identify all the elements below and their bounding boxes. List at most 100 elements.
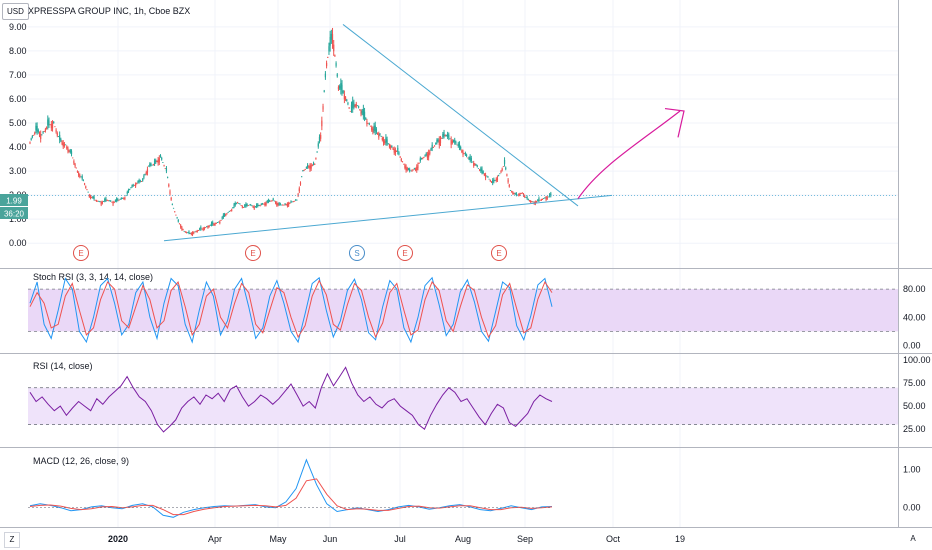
candle-body xyxy=(489,180,491,182)
candle-body xyxy=(167,177,169,178)
candle-body xyxy=(331,34,334,43)
candle-body xyxy=(158,158,160,163)
candle-body xyxy=(170,197,172,200)
candle-body xyxy=(444,135,446,136)
candle-body xyxy=(392,147,394,150)
candle-body xyxy=(403,163,405,165)
candle-body xyxy=(429,151,431,154)
pane-y-tick-label: 0.00 xyxy=(903,503,921,513)
event-marker-earnings[interactable] xyxy=(397,245,413,261)
candle-body xyxy=(464,152,466,155)
candle-body xyxy=(152,164,154,166)
candle-body xyxy=(231,209,233,211)
pane-y-tick-label: 80.00 xyxy=(903,284,926,294)
candle-body xyxy=(545,197,547,200)
price-series xyxy=(28,27,898,237)
candle-body xyxy=(247,205,249,207)
candle-body xyxy=(186,232,188,233)
timezone-button[interactable]: Z xyxy=(4,532,20,548)
candle-body xyxy=(315,158,317,160)
candle-body xyxy=(362,109,364,116)
candle-body xyxy=(208,225,210,227)
candle-body xyxy=(407,168,410,170)
candle-body xyxy=(172,207,175,209)
candle-body xyxy=(55,129,57,132)
candle-body xyxy=(126,191,128,194)
candle-body xyxy=(136,183,138,184)
candle-body xyxy=(41,134,43,136)
event-marker-earnings[interactable] xyxy=(245,245,261,261)
candle-body xyxy=(430,148,432,150)
candle-body xyxy=(187,232,189,234)
event-marker-earnings[interactable] xyxy=(491,245,507,261)
candle-body xyxy=(87,191,89,193)
candle-body xyxy=(465,154,468,157)
candle-body xyxy=(180,225,182,228)
candle-body xyxy=(349,110,351,112)
candle-body xyxy=(119,199,121,200)
candle-body xyxy=(213,223,215,226)
candle-body xyxy=(222,214,224,218)
pane-y-tick-label: 40.00 xyxy=(903,312,926,322)
rsi-title: RSI (14, close) xyxy=(33,361,93,371)
candle-body xyxy=(449,138,451,140)
projection-arrow[interactable] xyxy=(577,110,681,200)
candle-body xyxy=(374,125,376,132)
candle-body xyxy=(420,158,423,160)
candle-body xyxy=(443,132,445,136)
candle-body xyxy=(242,207,245,208)
candle-body xyxy=(162,162,164,164)
candle-body xyxy=(384,140,386,144)
candle-body xyxy=(203,227,205,230)
event-marker-earnings[interactable] xyxy=(73,245,89,261)
main-y-tick-label: 5.00 xyxy=(9,118,27,128)
band-fill xyxy=(28,289,898,332)
candle-body xyxy=(67,148,69,152)
candle-body xyxy=(113,201,115,203)
candle-body xyxy=(475,164,477,166)
candle-body xyxy=(36,125,38,132)
candle-body xyxy=(390,146,392,149)
candle-body xyxy=(366,121,368,125)
candle-body xyxy=(406,168,408,171)
candle-body xyxy=(51,123,54,129)
main-y-tick-label: 3.00 xyxy=(9,166,27,176)
candle-body xyxy=(98,200,100,202)
candle-body xyxy=(527,199,529,200)
candle-body xyxy=(83,183,86,185)
candle-body xyxy=(317,143,319,147)
candle-body xyxy=(394,149,396,154)
trendline-upper[interactable] xyxy=(342,24,579,207)
candle-body xyxy=(330,33,332,40)
candle-body xyxy=(327,57,329,58)
candle-body xyxy=(252,206,254,208)
candle-body xyxy=(423,157,425,158)
candle-body xyxy=(521,192,523,194)
candle-body xyxy=(454,139,456,143)
candle-body xyxy=(450,139,452,145)
candle-body xyxy=(290,201,292,203)
candle-body xyxy=(42,131,44,134)
candle-body xyxy=(525,197,527,198)
candle-body xyxy=(76,171,79,173)
candle-body xyxy=(248,204,251,206)
trendline-lower[interactable] xyxy=(163,194,613,242)
candle-body xyxy=(325,62,328,67)
axes: 2020AprMayJunJulAugSepOct190.001.002.003… xyxy=(9,22,931,544)
candle-body xyxy=(219,221,221,224)
auto-scale-button[interactable]: A xyxy=(910,534,916,543)
candle-body xyxy=(314,163,316,165)
pane-y-tick-label: 25.00 xyxy=(903,424,926,434)
candle-body xyxy=(377,133,379,135)
candle-body xyxy=(86,189,88,191)
event-marker-split[interactable] xyxy=(349,245,365,261)
candle-body xyxy=(155,160,157,163)
main-y-tick-label: 7.00 xyxy=(9,70,27,80)
candle-body xyxy=(386,139,388,144)
candle-body xyxy=(471,161,474,163)
candle-body xyxy=(492,180,494,184)
candle-body xyxy=(452,140,455,142)
event-marker-label: E xyxy=(78,249,83,258)
currency-button[interactable]: USD xyxy=(2,3,29,20)
